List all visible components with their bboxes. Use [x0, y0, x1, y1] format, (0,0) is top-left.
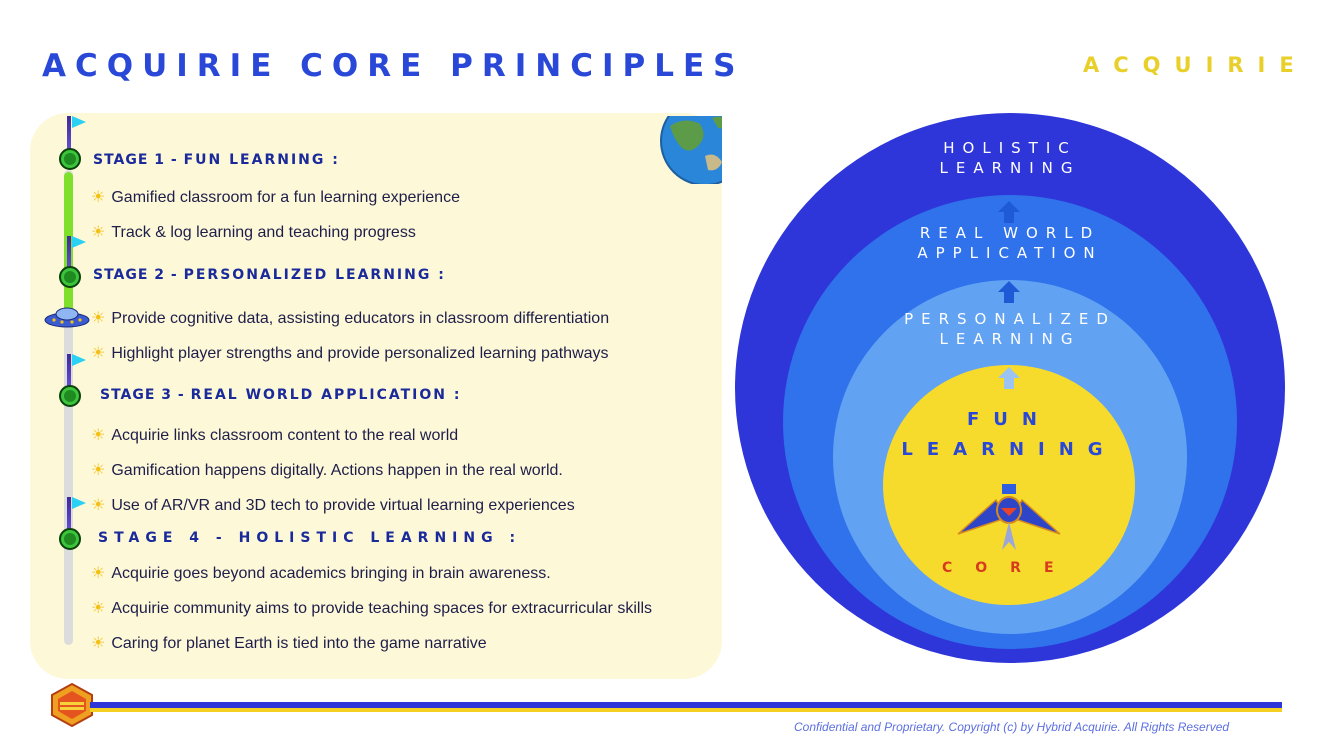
stage-1-heading: STAGE 1 - FUN LEARNING : — [93, 152, 340, 168]
sun-icon: ☀ — [91, 189, 106, 206]
sun-icon: ☀ — [91, 345, 106, 362]
fun-learning-label: FUN LEARNING — [901, 409, 1117, 460]
sun-icon: ☀ — [91, 427, 106, 444]
arrow-stem — [1004, 378, 1014, 389]
list-item: ☀ Use of AR/VR and 3D tech to provide vir… — [91, 497, 575, 514]
gem-node-icon — [59, 266, 81, 288]
progress-track — [64, 170, 73, 645]
list-item: ☀ Provide cognitive data, assisting educa… — [91, 310, 610, 327]
sun-icon: ☀ — [91, 462, 106, 479]
brand-logo-text: ACQUIRIE — [1083, 53, 1308, 77]
sun-icon: ☀ — [91, 310, 106, 327]
arrow-stem — [1004, 212, 1014, 223]
ufo-icon — [44, 307, 90, 328]
sun-icon: ☀ — [91, 497, 106, 514]
arrow-up-icon — [998, 281, 1020, 292]
gem-node-icon — [59, 528, 81, 550]
stage-2-heading: STAGE 2 - PERSONALIZED LEARNING : — [93, 267, 446, 283]
list-item: ☀ Gamification happens digitally. Actions… — [91, 462, 563, 479]
list-item: ☀ Gamified classroom for a fun learning e… — [91, 189, 460, 206]
sun-icon: ☀ — [91, 600, 106, 617]
arrow-up-icon — [998, 367, 1020, 378]
flag-icon — [72, 116, 86, 128]
list-item: ☀ Acquirie community aims to provide teac… — [91, 600, 652, 617]
copyright-text: Confidential and Proprietary. Copyright … — [794, 720, 1230, 734]
flag-icon — [72, 236, 86, 248]
flag-icon — [72, 497, 86, 509]
flag-pole — [67, 236, 71, 274]
list-item: ☀ Track & log learning and teaching progr… — [91, 224, 416, 241]
real-world-label: REAL WORLD APPLICATION — [917, 224, 1103, 262]
list-item: ☀ Caring for planet Earth is tied into th… — [91, 635, 487, 652]
page-title: ACQUIRIE CORE PRINCIPLES — [42, 48, 745, 84]
sun-icon: ☀ — [91, 565, 106, 582]
flag-pole — [67, 497, 71, 535]
globe-icon — [660, 116, 722, 184]
bird-logo-icon — [957, 484, 1061, 550]
principles-panel — [30, 113, 722, 679]
gem-node-icon — [59, 148, 81, 170]
flag-pole — [67, 354, 71, 392]
footer-divider-accent — [90, 708, 1282, 712]
list-item: ☀ Acquirie goes beyond academics bringing… — [91, 565, 551, 582]
personalized-label: PERSONALIZED LEARNING — [904, 310, 1116, 348]
core-label: CORE — [942, 560, 1077, 576]
stage-4-heading: STAGE 4 - HOLISTIC LEARNING : — [98, 530, 522, 546]
list-item: ☀ Highlight player strengths and provide … — [91, 345, 609, 362]
sun-icon: ☀ — [91, 635, 106, 652]
list-item: ☀ Acquirie links classroom content to the… — [91, 427, 459, 444]
arrow-up-icon — [998, 201, 1020, 212]
hexagon-logo-icon — [51, 683, 93, 727]
holistic-label: HOLISTIC LEARNING — [939, 139, 1081, 177]
gem-node-icon — [59, 385, 81, 407]
footer-divider — [90, 702, 1282, 708]
arrow-stem — [1004, 292, 1014, 303]
flag-pole — [67, 116, 71, 154]
sun-icon: ☀ — [91, 224, 106, 241]
stage-3-heading: STAGE 3 - REAL WORLD APPLICATION : — [100, 387, 462, 403]
flag-icon — [72, 354, 86, 366]
